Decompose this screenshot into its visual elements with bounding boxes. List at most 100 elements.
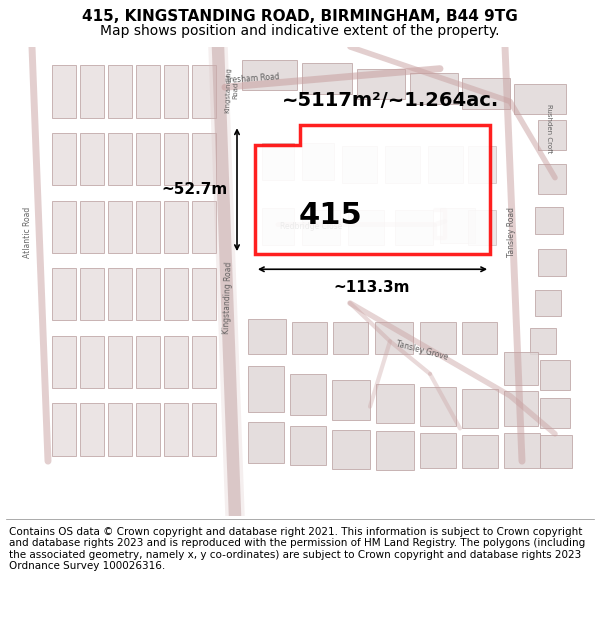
Polygon shape (80, 66, 104, 118)
Polygon shape (302, 142, 334, 180)
Polygon shape (80, 201, 104, 253)
Text: Map shows position and indicative extent of the property.: Map shows position and indicative extent… (100, 24, 500, 38)
Text: ~5117m²/~1.264ac.: ~5117m²/~1.264ac. (281, 91, 499, 110)
Polygon shape (80, 133, 104, 186)
Polygon shape (164, 133, 188, 186)
Polygon shape (290, 426, 326, 466)
Polygon shape (108, 66, 132, 118)
Polygon shape (342, 146, 377, 183)
Polygon shape (136, 201, 160, 253)
Polygon shape (136, 336, 160, 388)
Text: Rushden Croft: Rushden Croft (546, 104, 552, 153)
Text: Tansley Road: Tansley Road (508, 208, 517, 258)
Polygon shape (52, 66, 76, 118)
Polygon shape (535, 290, 561, 316)
Polygon shape (292, 322, 327, 354)
Polygon shape (52, 201, 76, 253)
Polygon shape (136, 133, 160, 186)
Polygon shape (164, 336, 188, 388)
Polygon shape (385, 146, 420, 183)
Polygon shape (538, 249, 566, 276)
Text: Contains OS data © Crown copyright and database right 2021. This information is : Contains OS data © Crown copyright and d… (9, 526, 585, 571)
Text: ~52.7m: ~52.7m (162, 182, 228, 197)
Polygon shape (332, 429, 370, 469)
Polygon shape (262, 208, 294, 245)
Polygon shape (420, 387, 456, 426)
Polygon shape (514, 84, 566, 114)
Polygon shape (428, 146, 463, 183)
Text: Tresham Road: Tresham Road (226, 72, 280, 85)
Polygon shape (80, 268, 104, 321)
Polygon shape (192, 201, 216, 253)
Polygon shape (52, 133, 76, 186)
Polygon shape (504, 391, 538, 426)
Polygon shape (302, 211, 340, 245)
Text: 415, KINGSTANDING ROAD, BIRMINGHAM, B44 9TG: 415, KINGSTANDING ROAD, BIRMINGHAM, B44 … (82, 9, 518, 24)
Polygon shape (538, 120, 566, 151)
Polygon shape (164, 66, 188, 118)
Polygon shape (255, 126, 490, 254)
Polygon shape (242, 60, 297, 91)
Text: Kingstanding Road: Kingstanding Road (222, 261, 234, 334)
Polygon shape (108, 201, 132, 253)
Polygon shape (468, 211, 496, 245)
Polygon shape (52, 403, 76, 456)
Polygon shape (530, 328, 556, 354)
Text: Kingstanding
Road: Kingstanding Road (225, 68, 239, 114)
Polygon shape (164, 201, 188, 253)
Polygon shape (420, 322, 456, 354)
Polygon shape (108, 268, 132, 321)
Polygon shape (52, 336, 76, 388)
Polygon shape (108, 133, 132, 186)
Polygon shape (535, 207, 563, 234)
Polygon shape (504, 432, 540, 468)
Polygon shape (333, 322, 368, 354)
Polygon shape (136, 403, 160, 456)
Polygon shape (80, 403, 104, 456)
Polygon shape (420, 432, 456, 468)
Polygon shape (192, 403, 216, 456)
Polygon shape (410, 73, 458, 104)
Polygon shape (462, 389, 498, 428)
Polygon shape (248, 366, 284, 412)
Polygon shape (468, 146, 496, 183)
Polygon shape (164, 403, 188, 456)
Polygon shape (540, 398, 570, 428)
Polygon shape (376, 384, 414, 423)
Polygon shape (302, 63, 352, 94)
Text: 415: 415 (298, 201, 362, 231)
Polygon shape (462, 322, 497, 354)
Polygon shape (108, 336, 132, 388)
Polygon shape (376, 431, 414, 470)
Polygon shape (504, 352, 538, 385)
Polygon shape (290, 374, 326, 416)
Polygon shape (440, 208, 475, 243)
Polygon shape (462, 79, 510, 109)
Polygon shape (136, 66, 160, 118)
Polygon shape (332, 381, 370, 420)
Polygon shape (357, 69, 405, 99)
Polygon shape (52, 268, 76, 321)
Polygon shape (80, 336, 104, 388)
Polygon shape (108, 403, 132, 456)
Text: Atlantic Road: Atlantic Road (23, 207, 32, 258)
Polygon shape (164, 268, 188, 321)
Polygon shape (192, 336, 216, 388)
Text: Tansley Grove: Tansley Grove (395, 339, 449, 362)
Polygon shape (462, 435, 498, 468)
Polygon shape (136, 268, 160, 321)
Text: ~113.3m: ~113.3m (334, 280, 410, 295)
Polygon shape (540, 435, 572, 468)
Polygon shape (348, 211, 384, 245)
Polygon shape (538, 164, 566, 194)
Polygon shape (262, 142, 294, 180)
Polygon shape (192, 133, 216, 186)
Polygon shape (540, 360, 570, 390)
Polygon shape (248, 422, 284, 463)
Polygon shape (192, 66, 216, 118)
Polygon shape (248, 319, 286, 354)
Polygon shape (375, 322, 413, 354)
Text: Redbridge Close: Redbridge Close (280, 222, 343, 231)
Polygon shape (192, 268, 216, 321)
Polygon shape (395, 211, 433, 245)
